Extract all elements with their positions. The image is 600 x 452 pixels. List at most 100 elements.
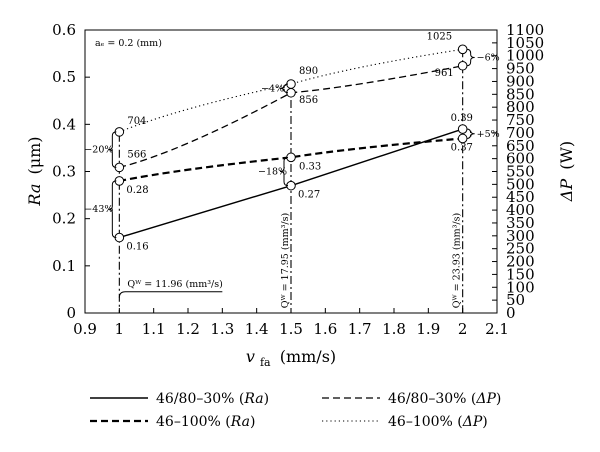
y-right-tick-label: 550 (506, 163, 535, 181)
pct-annotation: −18% (258, 167, 287, 178)
x-tick-label: 1.9 (416, 320, 440, 338)
legend-suffix: ) (250, 414, 255, 430)
y-left-tick-label: 0.1 (52, 257, 76, 275)
x-tick-label: 1.2 (176, 320, 200, 338)
y-right-tick-label: 450 (506, 188, 535, 206)
legend-suffix: ) (264, 391, 269, 407)
qw-annotation: Qᵂ = 11.96 (mm³/s) (127, 279, 222, 290)
x-tick-label: 0.9 (73, 320, 97, 338)
series-line-2 (119, 137, 463, 183)
axis-ticks: 0.9 1 1.1 1.2 1.3 1.4 1.5 1.6 1.7 1.8 1.9 2 2.100.10… (52, 21, 544, 338)
legend-label: 46–100% (Ra) (156, 414, 255, 430)
y-right-tick-label: 950 (506, 60, 535, 78)
qw-annotation: Qᵂ = 23.93 (mm³/s) (452, 213, 463, 308)
x-tick-label: 1.4 (245, 320, 269, 338)
pct-annotation: −6% (477, 53, 500, 64)
guide-lines (118, 49, 464, 313)
x-symbol: v (246, 347, 255, 366)
x-subscript: fa (260, 356, 271, 369)
y-right-tick-label: 600 (506, 150, 535, 168)
y-right-axis-title: ΔP (W) (557, 141, 576, 202)
y-right-tick-label: 900 (506, 72, 535, 90)
legend-label: 46/80–30% (Ra) (156, 391, 269, 407)
y-right-tick-label: 850 (506, 85, 535, 103)
comparison-brace (279, 156, 289, 187)
comparison-brace (466, 48, 475, 67)
x-tick-label: 1.1 (142, 320, 166, 338)
legend-suffix: ) (482, 414, 487, 430)
legend-prefix: 46–100% ( (388, 414, 463, 430)
legend-label: 46/80–30% (ΔP) (388, 391, 501, 407)
annotations: 0.16 0.27 0.39 0.28 0.33 0.37 566 856 961 704 890 1… (84, 31, 499, 308)
data-label: 0.39 (451, 113, 473, 124)
data-label: 0.37 (451, 142, 473, 153)
pct-annotation: −20% (84, 145, 113, 156)
pct-annotation: +5% (477, 129, 500, 140)
data-label: 0.16 (126, 242, 148, 253)
series-1-point (457, 124, 468, 134)
y-right-tick-label: 1100 (506, 21, 544, 39)
y-right-tick-label: 250 (506, 240, 535, 258)
x-tick-label: 1.5 (279, 320, 303, 338)
data-label: 0.27 (298, 190, 320, 201)
y-left-tick-label: 0.4 (52, 115, 76, 133)
x-tick-label: 2 (458, 320, 468, 338)
y-left-tick-label: 0 (66, 304, 76, 322)
y-right-tick-label: 1000 (506, 47, 544, 65)
pct-annotation: −43% (84, 204, 113, 215)
legend-symbol: ΔP (462, 414, 483, 430)
series-3-point (457, 60, 468, 71)
y-right-symbol: ΔP (557, 179, 576, 203)
pct-annotation: −4% (261, 83, 284, 94)
ae-annotation: aₑ = 0.2 (mm) (95, 38, 162, 49)
x-tick-label: 1 (115, 320, 125, 338)
y-left-tick-label: 0.2 (52, 210, 76, 228)
data-label: 566 (127, 149, 146, 160)
legend: 46/80–30% (Ra) 46/80–30% (ΔP)46–100% (Ra)… (90, 391, 501, 430)
legend-suffix: ) (496, 391, 501, 407)
y-left-symbol: Ra (25, 184, 44, 207)
y-left-tick-label: 0.6 (52, 21, 76, 39)
legend-prefix: 46/80–30% ( (388, 391, 476, 407)
x-tick-label: 1.3 (210, 320, 234, 338)
y-left-tick-label: 0.3 (52, 163, 76, 181)
legend-symbol: Ra (230, 414, 250, 430)
y-right-tick-label: 800 (506, 98, 535, 116)
x-unit: (mm/s) (280, 347, 336, 366)
qw-bracket (118, 291, 223, 298)
y-right-tick-label: 400 (506, 201, 535, 219)
comparison-brace (279, 83, 289, 94)
y-right-tick-label: 300 (506, 227, 535, 245)
y-right-tick-label: 650 (506, 137, 535, 155)
y-right-unit: (W) (557, 141, 576, 170)
x-tick-label: 1.7 (348, 320, 372, 338)
y-right-tick-label: 750 (506, 111, 535, 129)
y-right-tick-label: 0 (506, 304, 516, 322)
data-label: 961 (435, 68, 454, 79)
y-left-tick-label: 0.5 (52, 68, 76, 86)
series-4-point (457, 44, 468, 55)
y-right-tick-label: 350 (506, 214, 535, 232)
data-label: 890 (299, 66, 318, 77)
data-label: 0.28 (126, 185, 148, 196)
series-lines (114, 44, 468, 243)
qw-annotation: Qᵂ = 17.95 (mm³/s) (280, 213, 291, 308)
data-label: 0.33 (299, 161, 321, 172)
legend-symbol: ΔP (475, 391, 496, 407)
y-left-unit: (μm) (25, 136, 44, 174)
x-axis-title: v fa (mm/s) (246, 347, 336, 370)
legend-prefix: 46–100% ( (156, 414, 231, 430)
y-right-tick-label: 100 (506, 278, 535, 296)
comparison-brace (466, 128, 475, 139)
legend-symbol: Ra (243, 391, 263, 407)
y-left-axis-title: Ra (μm) (25, 136, 44, 206)
x-tick-label: 1.8 (382, 320, 406, 338)
y-right-tick-label: 1050 (506, 34, 544, 52)
x-tick-label: 1.6 (313, 320, 337, 338)
data-label: 856 (299, 95, 318, 106)
data-label: 704 (127, 116, 146, 127)
y-right-tick-label: 500 (506, 175, 535, 193)
data-label: 1025 (427, 31, 452, 42)
y-right-tick-label: 700 (506, 124, 535, 142)
